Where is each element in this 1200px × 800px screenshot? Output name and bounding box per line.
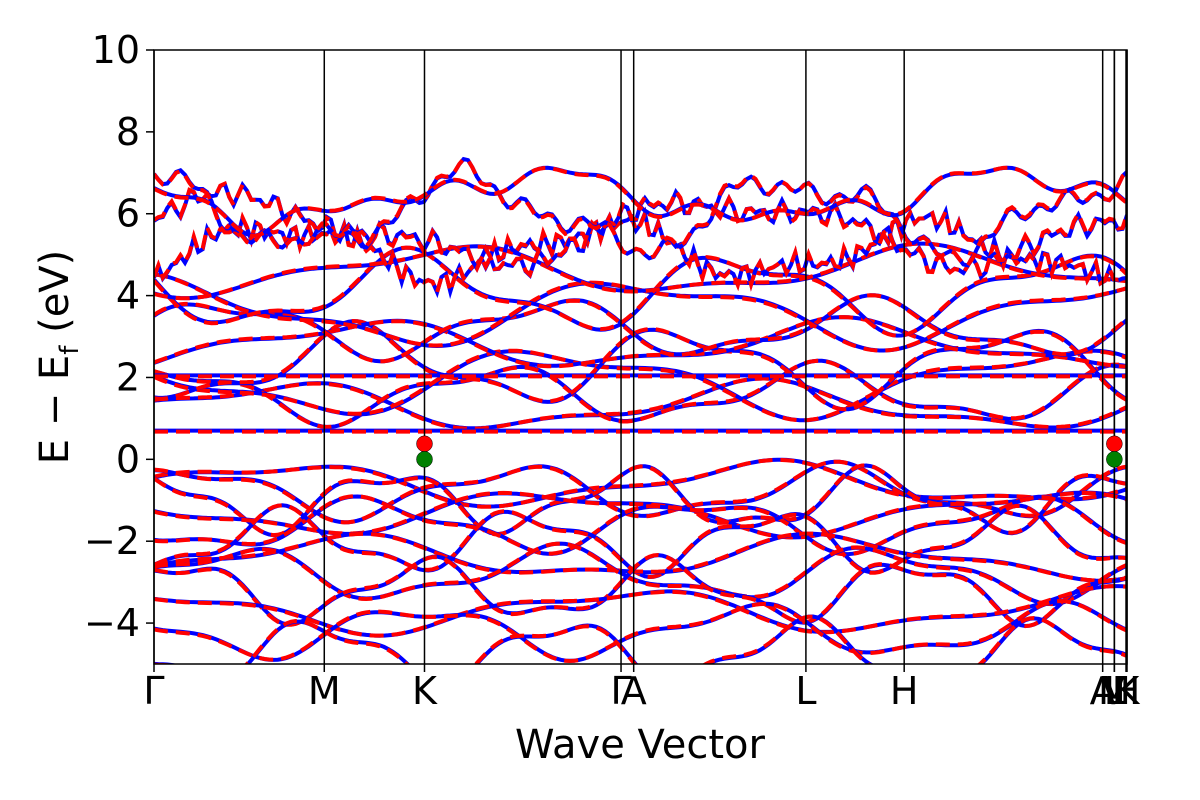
band-line-dashed [154,614,1127,664]
y-tick-label: 2 [116,355,140,399]
x-tick-label: K [1115,669,1141,713]
plot-frame [153,49,1128,665]
band-line-dashed [154,241,1127,301]
band-line-dashed [154,503,1127,580]
x-axis-label: Wave Vector [515,722,766,768]
y-axis-label: E − Ef (eV) [32,250,85,465]
y-label-sub: f [55,345,85,355]
x-tick-label: Γ [143,669,164,713]
x-tick-label: Γ [610,669,631,713]
band-line-dashed [154,490,1127,540]
band-edge-marker [416,451,433,468]
y-tick-label: 8 [116,110,140,154]
band-line-dashed [154,348,1127,423]
band-line-solid [154,180,1127,281]
y-tick-label: −4 [84,601,140,645]
y-ticks: −4 −2 0 2 4 6 8 10 [84,28,154,645]
band-line-dashed [154,598,1127,664]
band-edge-marker [1106,435,1123,453]
band-line-dashed [154,245,1127,338]
band-line-dashed [154,293,1127,364]
band-edge-marker [416,435,433,453]
band-line-dashed [154,531,1127,583]
x-tick-label: L [795,669,816,713]
x-tick-label: H [1112,669,1141,713]
band-line-dashed [154,180,1127,281]
band-edge-markers [416,435,1123,468]
band-line-solid [154,319,1127,412]
x-tick-label: K [412,669,438,713]
band-line-dashed [154,463,1127,538]
band-line-dashed [154,584,1127,638]
y-tick-label: −2 [84,519,140,563]
band-lines [154,156,1127,664]
y-tick-label: 6 [116,192,140,236]
y-label-unit: (eV) [32,250,78,346]
x-tick-label: A [621,669,647,713]
x-tick-label: A [1090,669,1116,713]
band-line-solid [154,599,1127,663]
band-line-dashed [154,318,1127,412]
band-line-dashed [154,457,1127,509]
band-line-dashed [154,541,1127,607]
x-tick-label: H [890,669,919,713]
y-tick-label: 4 [116,274,140,318]
band-line-dashed [154,156,1127,268]
band-line-dashed [154,315,1127,369]
x-tick-label: M [1098,669,1131,713]
band-line-dashed [154,165,1127,238]
y-tick-label: 10 [92,28,140,72]
band-line-dashed [154,358,1127,430]
band-line-dashed [154,205,1127,299]
band-line-dashed [154,494,1127,557]
x-tick-label: L [1104,669,1125,713]
kpoint-lines [153,50,1128,664]
band-line-dashed [154,376,1127,431]
band-line-dashed [154,552,1127,629]
y-tick-label: 0 [116,437,140,481]
y-label-main: E − E [32,355,78,465]
x-tick-label: M [308,669,341,713]
band-edge-marker [1106,451,1123,468]
